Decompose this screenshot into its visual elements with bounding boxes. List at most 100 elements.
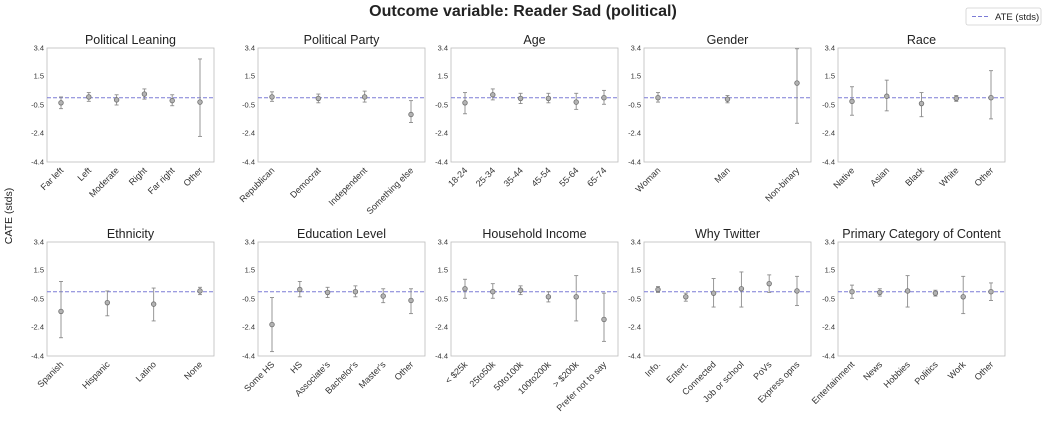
panel-age-xtick-65-74: 65-74 [585, 165, 608, 188]
panel-political-party-point-something-else [408, 111, 414, 118]
panel-age-point-25-34 [490, 92, 496, 98]
panel-why-twitter-axes [643, 241, 812, 357]
panel-race-xtick-black: Black [903, 165, 926, 188]
panel-race-xtick-native: Native [831, 165, 856, 190]
panel-household-income-point-200k [573, 294, 579, 300]
panel-ethnicity-point-none [197, 288, 203, 294]
panel-primary-category-of-content-xtick-news: News [861, 359, 884, 382]
panel-household-income-axes [450, 241, 619, 357]
panel-race-xtick-white: White [937, 165, 960, 188]
panel-political-leaning-xtick-far-left: Far left [39, 165, 66, 192]
panel-gender-xtick-non-binary: Non-binary [763, 165, 802, 204]
panel-political-party-point-independent [361, 94, 368, 100]
panel-political-leaning-point-other [197, 99, 203, 105]
panel-why-twitter-xtick-entert: Entert. [664, 359, 690, 385]
panel-primary-category-of-content-ytick-label: 1.5 [825, 265, 835, 274]
panel-primary-category-of-content: Primary Category of Content 3.4 1.5 -0.5 -2.… [810, 227, 1006, 406]
y-axis-label: CATE (stds) [3, 188, 15, 244]
panel-education-level-xtick-master-s: Master's [357, 359, 388, 390]
panel-age: Age 3.4 1.5 -0.5 -2.4 -4.418-24 25-34 35-44 45-5… [435, 33, 619, 189]
panel-race-axes [837, 47, 1006, 163]
panel-political-leaning-ytick-label: -4.4 [31, 158, 44, 167]
panel-primary-category-of-content-ytick-label: -0.5 [822, 295, 835, 304]
panel-age-xtick-55-64: 55-64 [557, 165, 580, 188]
panel-political-party-ytick-label: -0.5 [242, 101, 255, 110]
panel-education-level-ytick-label: 3.4 [245, 238, 255, 247]
legend: ATE (stds) [965, 7, 1042, 26]
panel-political-leaning-point-left [86, 94, 92, 100]
figure-title: Outcome variable: Reader Sad (political) [369, 3, 677, 20]
panel-political-party-point-democrat [315, 95, 322, 102]
panel-race-point-other [988, 94, 994, 101]
panel-race-ytick-label: -0.5 [822, 101, 835, 110]
panel-political-party-xtick-something-else: Something else [364, 165, 415, 216]
panel-political-leaning-xtick-right: Right [127, 165, 149, 187]
panel-gender-ytick-label: -2.4 [628, 128, 641, 137]
panel-why-twitter-point-entert [683, 294, 689, 300]
panel-race-ytick-label: 1.5 [825, 71, 835, 80]
panel-primary-category-of-content-point-work [960, 294, 966, 300]
legend-box [965, 7, 1042, 26]
panel-primary-category-of-content-ytick-label: -4.4 [822, 352, 835, 361]
panel-education-level-point-hs [297, 286, 303, 293]
panel-why-twitter-point-job-or-school [738, 286, 745, 292]
legend-label: ATE (stds) [995, 12, 1039, 23]
panel-why-twitter-title: Why Twitter [695, 227, 760, 241]
panel-race-ytick-label: -2.4 [822, 128, 835, 137]
panel-political-leaning-axes [46, 47, 215, 163]
panel-political-party-xtick-independent: Independent [327, 165, 370, 208]
panel-ethnicity-ytick-label: 1.5 [34, 265, 44, 274]
panel-political-party-xtick-republican: Republican [238, 165, 277, 204]
panel-primary-category-of-content-xtick-other: Other [972, 359, 995, 382]
panel-ethnicity-ytick-label: 3.4 [34, 238, 44, 247]
panel-education-level-ytick-label: -4.4 [242, 352, 255, 361]
panel-political-leaning-point-far-left [58, 100, 64, 106]
panel-ethnicity-axes [46, 241, 215, 357]
panel-ethnicity-ytick-label: -0.5 [31, 295, 44, 304]
panel-education-level-xtick-hs: HS [288, 359, 304, 375]
panel-age-ytick-label: 1.5 [438, 71, 448, 80]
panel-household-income-point-prefer-not-to-say [601, 316, 607, 323]
panel-political-leaning-point-far-right [169, 97, 175, 104]
panel-primary-category-of-content-point-news [877, 289, 883, 296]
panel-ethnicity-point-latino [150, 301, 157, 307]
panel-why-twitter-ytick-label: -4.4 [628, 352, 641, 361]
panel-gender-xtick-man: Man [712, 165, 731, 184]
panel-age-ytick-label: -4.4 [435, 158, 448, 167]
panel-political-party-ytick-label: -2.4 [242, 128, 255, 137]
panel-gender-ytick-label: 1.5 [631, 71, 641, 80]
panel-primary-category-of-content-xtick-work: Work [946, 359, 968, 381]
panel-why-twitter-xtick-info: Info. [643, 359, 662, 378]
panel-household-income-ytick-label: -0.5 [435, 295, 448, 304]
panel-political-leaning-ytick-label: -0.5 [31, 101, 44, 110]
panel-gender-title: Gender [707, 33, 749, 47]
panel-education-level-point-master-s [380, 293, 386, 299]
panel-race-ytick-label: -4.4 [822, 158, 835, 167]
panel-age-ytick-label: -0.5 [435, 101, 448, 110]
panel-gender-ytick-label: -4.4 [628, 158, 641, 167]
panel-why-twitter-ytick-label: -2.4 [628, 322, 641, 331]
panel-education-level-ytick-label: 1.5 [245, 265, 255, 274]
panel-political-party-xtick-democrat: Democrat [288, 165, 323, 200]
panel-education-level-point-associate-s [324, 289, 331, 296]
panel-primary-category-of-content-axes [837, 241, 1006, 357]
panel-why-twitter-ytick-label: -0.5 [628, 295, 641, 304]
panel-age-ytick-label: -2.4 [435, 128, 448, 137]
panel-race-point-black [918, 100, 925, 107]
panel-race-point-asian [884, 93, 890, 99]
panel-primary-category-of-content-point-entertainment [849, 288, 855, 295]
panel-education-level-title: Education Level [297, 227, 386, 241]
panel-primary-category-of-content-xtick-hobbies: Hobbies [882, 359, 913, 390]
panel-political-leaning-ytick-label: -2.4 [31, 128, 44, 137]
panel-primary-category-of-content-ytick-label: 3.4 [825, 238, 835, 247]
panel-why-twitter-ytick-label: 3.4 [631, 238, 641, 247]
panel-gender-point-non-binary [794, 80, 800, 86]
panel-political-leaning-ytick-label: 3.4 [34, 44, 44, 53]
panel-political-leaning-xtick-left: Left [76, 165, 94, 183]
panel-household-income-ytick-label: 3.4 [438, 238, 448, 247]
panel-political-leaning-xtick-other: Other [181, 165, 204, 188]
